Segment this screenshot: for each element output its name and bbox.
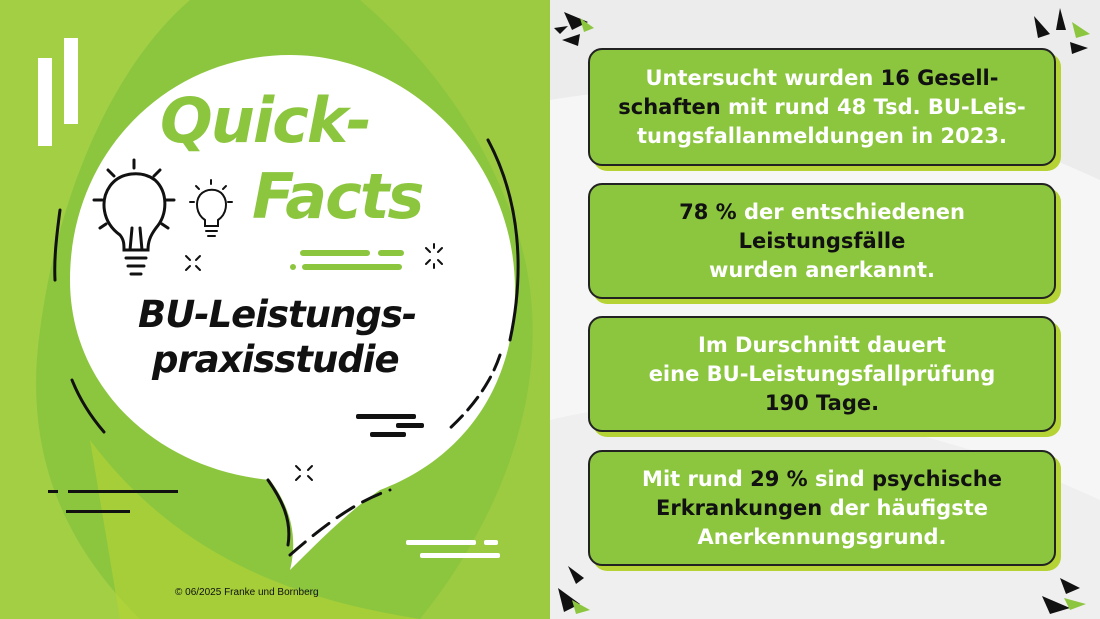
fact-card-1-text: Untersucht wurden 16 Gesell-schaften mit… — [618, 64, 1025, 151]
fact-line: 78 % der entschiedenen — [679, 198, 965, 227]
bar-shape-2 — [64, 38, 78, 124]
copyright-note: © 06/2025 Franke und Bornberg — [175, 587, 319, 598]
left-panel: Quick- Facts BU-Leistungs- praxisstudie … — [0, 0, 550, 619]
fact-text: Untersucht wurden — [645, 65, 881, 90]
fact-highlight: Leistungsfälle — [738, 228, 906, 253]
burst-icon — [554, 8, 1090, 614]
fact-line: wurden anerkannt. — [679, 256, 965, 285]
fact-text: Anerkennungsgrund. — [697, 524, 947, 549]
fact-highlight: Erkrankungen — [656, 495, 823, 520]
fact-text: der häufigste — [822, 495, 988, 520]
fact-card-1: Untersucht wurden 16 Gesell-schaften mit… — [588, 48, 1056, 166]
fact-text: wurden anerkannt. — [708, 257, 935, 282]
lightbulb-icon — [92, 158, 176, 276]
fact-highlight: 190 Tage. — [764, 390, 880, 415]
fact-highlight: 29 % — [750, 466, 808, 491]
background-shapes — [0, 0, 550, 619]
fact-card-3: Im Durschnitt dauert eine BU-Leistungsfal… — [588, 316, 1056, 432]
fact-line: Im Durschnitt dauert — [649, 331, 996, 360]
fact-line: 190 Tage. — [649, 389, 996, 418]
fact-highlight: schaften — [618, 94, 721, 119]
decorations — [48, 158, 500, 558]
fact-text: sind — [807, 466, 872, 491]
fact-highlight: psychische — [871, 466, 1002, 491]
fact-text: Im Durschnitt dauert — [698, 332, 946, 357]
fact-text: Mit rund — [642, 466, 751, 491]
small-lightbulb-icon — [189, 179, 233, 237]
fact-card-2: 78 % der entschiedenen Leistungsfälle wurd… — [588, 183, 1056, 299]
fact-line: Untersucht wurden 16 Gesell- — [618, 64, 1025, 93]
fact-line: Leistungsfälle — [679, 227, 965, 256]
fact-card-4: Mit rund 29 % sind psychische Erkrankunge… — [588, 450, 1056, 566]
fact-card-3-text: Im Durschnitt dauert eine BU-Leistungsfal… — [649, 331, 996, 418]
title-line-1: Quick- — [160, 84, 372, 157]
fact-highlight: 16 Gesell- — [880, 65, 999, 90]
title-line-2: Facts — [252, 160, 424, 233]
fact-line: tungsfallanmeldungen in 2023. — [618, 122, 1025, 151]
fact-line: Anerkennungsgrund. — [642, 523, 1002, 552]
bottom-left-lines — [48, 490, 178, 513]
fact-text: der entschiedenen — [736, 199, 965, 224]
subtitle-line-2: praxisstudie — [152, 338, 400, 381]
subtitle-line-1: BU-Leistungs- — [138, 293, 417, 336]
green-dash-lines — [290, 250, 404, 270]
speech-bubble — [53, 55, 520, 570]
fact-text: eine BU-Leistungsfallprüfung — [648, 361, 996, 386]
fact-line: Erkrankungen der häufigste — [642, 494, 1002, 523]
fact-text: tungsfallanmeldungen in 2023. — [637, 123, 1007, 148]
fact-line: eine BU-Leistungsfallprüfung — [649, 360, 996, 389]
bar-shape-1 — [38, 58, 52, 146]
bottom-white-lines — [406, 540, 500, 558]
fact-line: schaften mit rund 48 Tsd. BU-Leis- — [618, 93, 1025, 122]
fact-card-4-text: Mit rund 29 % sind psychische Erkrankunge… — [642, 465, 1002, 552]
dark-dash-lines — [356, 414, 424, 437]
fact-line: Mit rund 29 % sind psychische — [642, 465, 1002, 494]
fact-text: mit rund 48 Tsd. BU-Leis- — [720, 94, 1026, 119]
fact-highlight: 78 % — [679, 199, 737, 224]
fact-card-2-text: 78 % der entschiedenen Leistungsfälle wurd… — [679, 198, 965, 285]
sparkle-icon — [185, 243, 443, 481]
